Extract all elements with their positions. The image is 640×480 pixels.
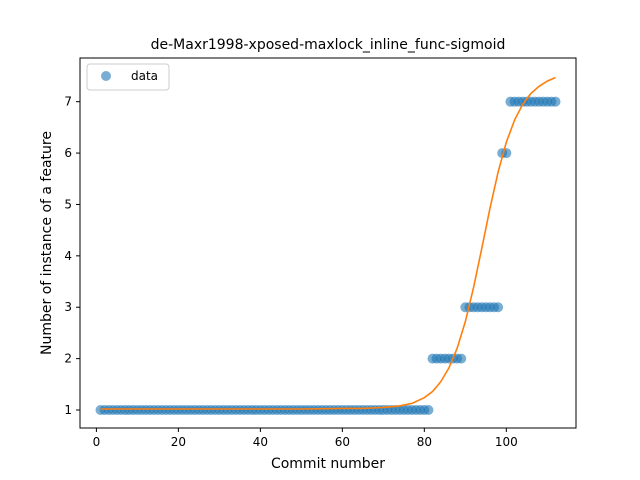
y-axis-label: Number of instance of a feature [39, 131, 55, 355]
y-tick-label-1: 1 [64, 403, 72, 417]
x-tick-label-80: 80 [417, 435, 432, 449]
y-tick-label-5: 5 [64, 197, 72, 211]
y-tick-label-2: 2 [64, 352, 72, 366]
y-tick-label-6: 6 [64, 146, 72, 160]
x-tick-label-20: 20 [171, 435, 186, 449]
chart-title: de-Maxr1998-xposed-maxlock_inline_func-s… [151, 37, 506, 53]
scatter-points [95, 96, 561, 416]
plot-area [79, 57, 577, 429]
x-tick-label-40: 40 [253, 435, 268, 449]
legend-box [86, 63, 170, 91]
axes-frame [79, 57, 577, 429]
data-point-89 [456, 353, 467, 364]
y-axis-ticks: 1 2 3 4 5 6 7 [64, 95, 80, 417]
x-axis-label: Commit number [271, 456, 385, 472]
y-tick-label-7: 7 [64, 95, 72, 109]
x-tick-label-100: 100 [495, 435, 518, 449]
data-point-98 [493, 302, 504, 313]
data-point-112 [550, 96, 561, 107]
legend: data [86, 63, 170, 91]
fit-line [100, 76, 556, 410]
legend-label-data: data [131, 69, 158, 83]
y-tick-label-3: 3 [64, 300, 72, 314]
y-tick-label-4: 4 [64, 249, 72, 263]
x-tick-label-60: 60 [335, 435, 350, 449]
data-point-81 [423, 405, 434, 416]
x-axis-ticks: 0 20 40 60 80 100 [93, 428, 518, 449]
legend-marker-data [101, 71, 111, 81]
x-tick-label-0: 0 [93, 435, 101, 449]
